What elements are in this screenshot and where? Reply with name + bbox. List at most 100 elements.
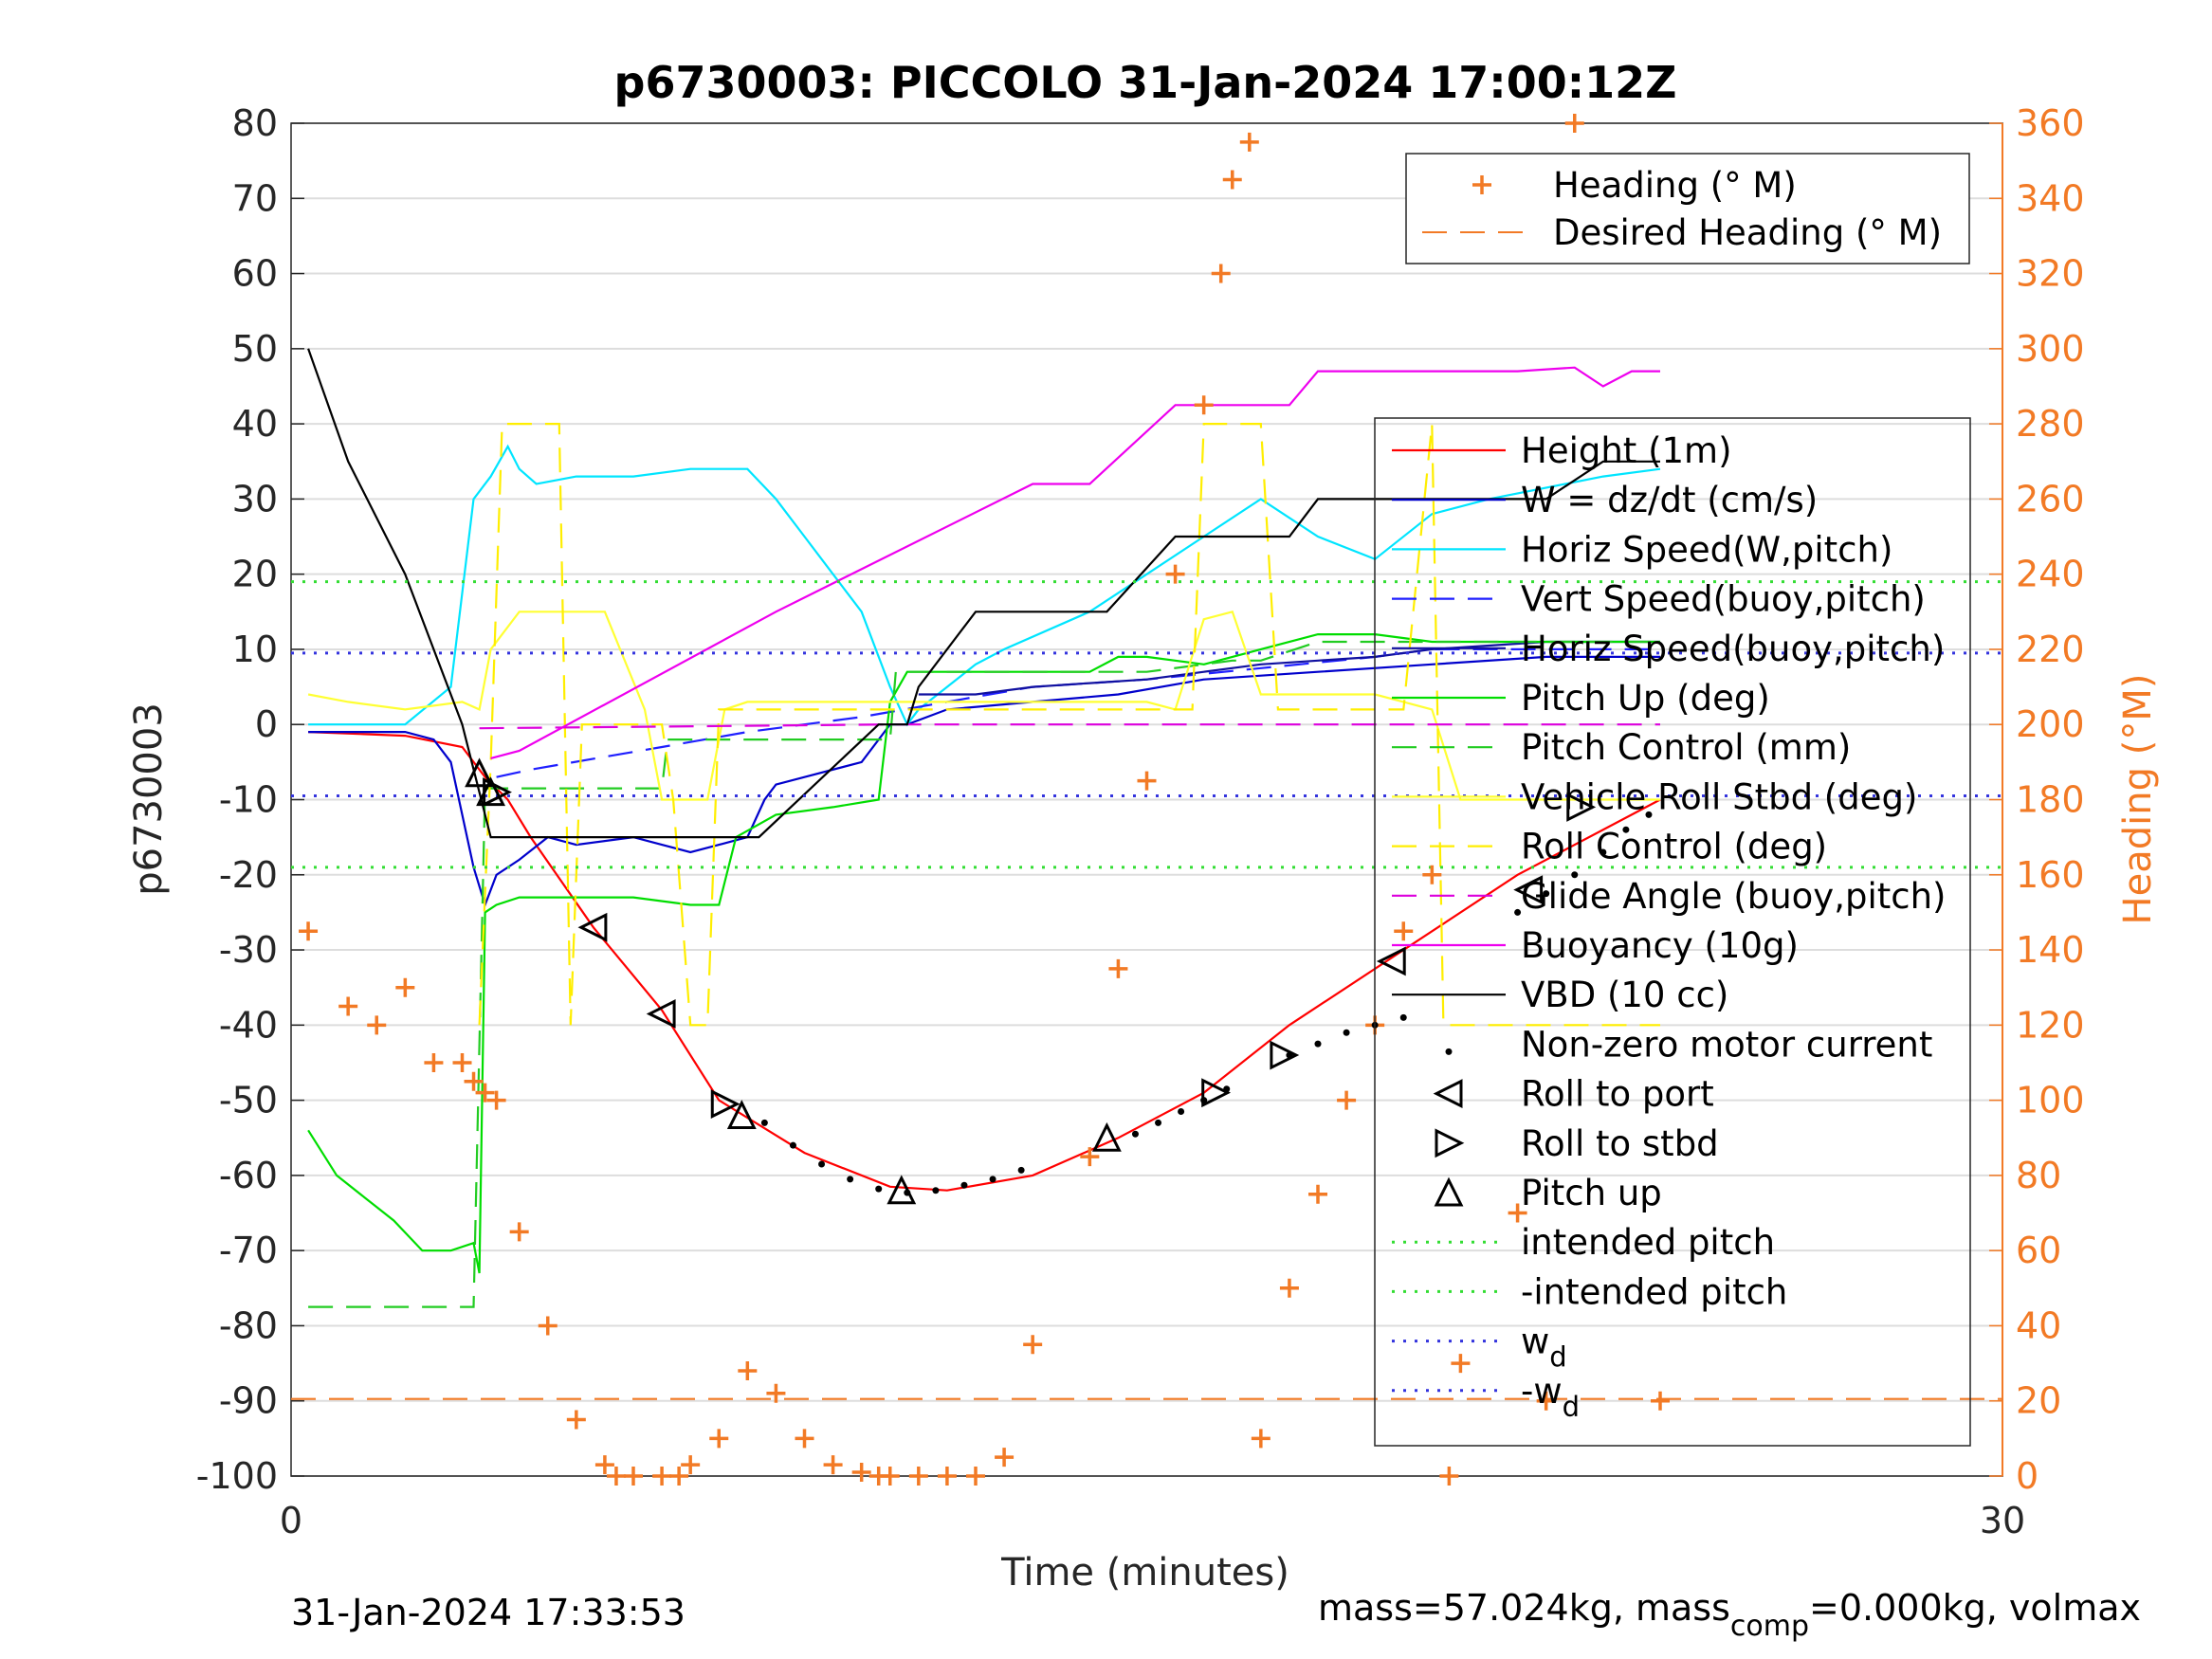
legend-label: Roll to stbd [1521, 1123, 1719, 1164]
legend-label-subscript: d [1563, 1391, 1580, 1423]
series-height [308, 731, 1661, 1192]
heading-point [995, 1448, 1015, 1468]
heading-point [1536, 1391, 1556, 1411]
motor-current-point [1645, 811, 1653, 818]
y-right-tick-label: 160 [2016, 854, 2085, 896]
legend-label: Buoyancy (10g) [1521, 925, 1799, 966]
heading-point [452, 1052, 472, 1072]
y-right-tick-label: 360 [2016, 102, 2085, 144]
y-tick-label: 10 [232, 629, 278, 670]
y-right-tick-label: 200 [2016, 703, 2085, 745]
y-tick-label: -20 [219, 854, 278, 896]
legend-label: -intended pitch [1521, 1271, 1787, 1312]
heading-point [795, 1429, 814, 1449]
y-tick-label: 60 [232, 253, 278, 295]
legend-heading-symbol [1472, 175, 1491, 194]
x-axis-label: Time (minutes) [1000, 1551, 1289, 1595]
footer-mass-rest: =0.000kg, volmax [1809, 1587, 2141, 1629]
heading-point [1165, 564, 1185, 584]
footer-mass: mass=57.024kg, masscomp=0.000kg, volmax [1318, 1587, 2141, 1643]
heading-point [367, 1015, 387, 1035]
legend-label: Roll Control (deg) [1521, 827, 1827, 867]
legend-label: wd [1521, 1322, 1567, 1374]
series-roll [307, 610, 1660, 801]
heading-point [1564, 114, 1584, 133]
y-right-tick-label: 240 [2016, 554, 2085, 595]
heading-point [1222, 170, 1242, 190]
series-horiz-w [308, 444, 1661, 727]
heading-point [823, 1455, 843, 1475]
heading-point [464, 1071, 484, 1091]
y-axis-label: p6730003 [127, 702, 171, 896]
roll-to-stbd-marker [710, 1089, 740, 1119]
motor-current-point [818, 1160, 826, 1168]
series-vbd [307, 348, 1660, 839]
roll-to-stbd-marker [1270, 1040, 1300, 1070]
legend-label-subscript: d [1549, 1341, 1566, 1374]
series-pitch-control [308, 640, 1660, 1308]
y-tick-label: 80 [232, 102, 278, 144]
heading-point [1080, 1147, 1100, 1167]
heading-point [1211, 264, 1231, 283]
y-tick-label: -40 [219, 1004, 278, 1046]
y-right-tick-label: 140 [2016, 929, 2085, 971]
y-tick-label: -70 [219, 1230, 278, 1271]
heading-point [538, 1316, 558, 1336]
motor-current-point [1343, 1029, 1350, 1036]
heading-point [486, 1090, 506, 1110]
roll-to-port-marker [646, 999, 676, 1029]
legend-symbol [1433, 1079, 1463, 1109]
heading-point [652, 1467, 672, 1486]
legend-label: intended pitch [1521, 1222, 1775, 1263]
chart-title: p6730003: PICCOLO 31-Jan-2024 17:00:12Z [614, 57, 1677, 108]
y-right-tick-label: 0 [2016, 1455, 2038, 1497]
legend-label: Height (1m) [1521, 430, 1732, 471]
y-axis-right-label: Heading (°M) [2116, 674, 2160, 925]
y-right-tick-label: 60 [2016, 1230, 2061, 1271]
y-tick-label: -60 [219, 1155, 278, 1196]
motor-current-point [932, 1187, 940, 1194]
heading-point [1023, 1335, 1043, 1355]
motor-current-point [1600, 848, 1607, 856]
heading-point [709, 1429, 729, 1449]
heading-point [1651, 1391, 1670, 1411]
legend-label: Non-zero motor current [1521, 1024, 1932, 1065]
heading-point [1251, 1429, 1271, 1449]
motor-current-point [1571, 871, 1579, 879]
heading-point [1394, 921, 1414, 941]
y-tick-label: 40 [232, 403, 278, 445]
heading-point [1137, 771, 1157, 791]
x-tick-label: 0 [280, 1500, 302, 1541]
y-tick-label: -30 [219, 929, 278, 971]
heading-point [1108, 958, 1128, 978]
legend-label: Pitch up [1521, 1173, 1662, 1213]
heading-point [908, 1467, 928, 1486]
heading-point [606, 1467, 626, 1486]
motor-current-point [1543, 890, 1550, 898]
motor-current-point [1017, 1166, 1025, 1174]
footer-timestamp: 31-Jan-2024 17:33:53 [291, 1592, 686, 1633]
motor-current-point [960, 1181, 968, 1189]
pitch-up-marker [887, 1175, 917, 1205]
series-pitch [307, 632, 1660, 1274]
heading-point [1422, 865, 1442, 884]
motor-current-point [1131, 1130, 1139, 1138]
roll-to-port-marker [1513, 875, 1544, 905]
heading-point [338, 996, 358, 1016]
pitch-up-marker [465, 757, 494, 788]
legend-heading-label: Desired Heading (° M) [1553, 212, 1942, 253]
y-tick-label: 30 [232, 478, 278, 520]
roll-to-stbd-marker [1566, 793, 1597, 822]
pitch-up-marker [726, 1100, 757, 1129]
motor-current-point [1155, 1119, 1162, 1126]
legend-symbol [1435, 1128, 1465, 1158]
motor-current-point [1399, 1013, 1407, 1021]
heading-point [594, 1455, 614, 1475]
legend-main-box [1374, 417, 1971, 1447]
legend-heading-label: Heading (° M) [1553, 165, 1797, 206]
x-tick-label: 30 [1980, 1500, 2025, 1541]
legend-label: VBD (10 cc) [1521, 975, 1728, 1015]
motor-current-point [1622, 826, 1630, 833]
y-tick-label: -100 [196, 1455, 278, 1497]
